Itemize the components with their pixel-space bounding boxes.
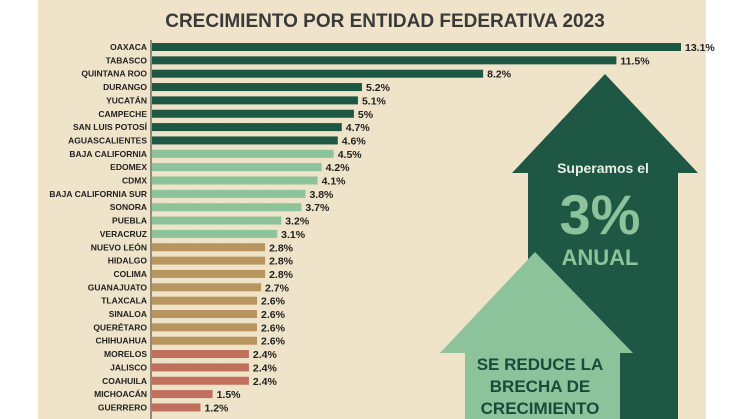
- value-label: 2.6%: [261, 296, 286, 308]
- bar: [152, 256, 266, 265]
- value-label: 2.6%: [261, 322, 286, 334]
- category-label: GUANAJUATO: [88, 282, 148, 292]
- category-label: COAHUILA: [102, 376, 147, 386]
- value-label: 2.6%: [261, 336, 286, 348]
- category-label: CDMX: [122, 176, 147, 186]
- value-label: 4.1%: [322, 176, 347, 188]
- value-label: 2.8%: [269, 242, 294, 254]
- value-label: 2.4%: [253, 362, 278, 374]
- category-label: SAN LUIS POTOSÍ: [73, 122, 148, 132]
- callout-big-percent: 3%: [560, 183, 641, 246]
- bar: [152, 163, 322, 172]
- bar: [152, 376, 249, 385]
- category-label: NUEVO LEÓN: [91, 241, 147, 252]
- category-label: CAMPECHE: [98, 109, 147, 119]
- value-label: 13.1%: [685, 42, 715, 54]
- bar: [152, 390, 213, 399]
- category-label: CHIHUAHUA: [96, 336, 147, 346]
- bar: [152, 310, 257, 318]
- bar: [152, 69, 484, 78]
- callout-second-line-2: BRECHA DE: [490, 377, 590, 396]
- value-label: 5.1%: [362, 95, 387, 107]
- bar: [152, 403, 201, 412]
- value-label: 4.5%: [338, 149, 363, 161]
- bar: [152, 136, 338, 145]
- category-label: COLIMA: [113, 269, 147, 279]
- category-label: HIDALGO: [108, 256, 148, 266]
- value-label: 3.7%: [305, 202, 330, 214]
- category-label: AGUASCALIENTES: [68, 135, 147, 145]
- bar: [152, 109, 354, 118]
- category-label: MORELOS: [104, 349, 147, 359]
- value-label: 3.8%: [309, 189, 334, 201]
- bar: [152, 323, 257, 332]
- value-label: 3.1%: [281, 229, 306, 241]
- value-label: 2.4%: [253, 349, 278, 361]
- callout-top-line: Superamos el: [557, 160, 649, 176]
- category-label: MICHOACÁN: [94, 389, 147, 399]
- category-label: BAJA CALIFORNIA SUR: [49, 189, 147, 199]
- bar: [152, 123, 342, 132]
- value-label: 2.8%: [269, 256, 294, 268]
- category-label: TLAXCALA: [101, 296, 147, 306]
- bar: [152, 363, 249, 372]
- value-label: 1.2%: [204, 402, 229, 414]
- value-label: 1.5%: [217, 389, 242, 401]
- bar: [152, 229, 278, 238]
- value-label: 8.2%: [487, 69, 512, 81]
- value-label: 4.6%: [342, 135, 367, 147]
- chart-title: CRECIMIENTO POR ENTIDAD FEDERATIVA 2023: [165, 11, 605, 32]
- category-label: QUERÉTARO: [93, 322, 147, 332]
- value-label: 5%: [358, 109, 374, 121]
- category-label: OAXACA: [110, 42, 147, 52]
- value-label: 11.5%: [620, 55, 650, 67]
- bar: [152, 336, 257, 345]
- bars: OAXACA 13.1% TABASCO 11.5% QUINTANA ROO 8.2% D…: [49, 42, 715, 414]
- value-label: 2.4%: [253, 376, 278, 388]
- bar: [152, 149, 334, 158]
- category-label: SONORA: [110, 202, 147, 212]
- bar: [152, 269, 266, 278]
- callout-bottom-line: ANUAL: [562, 245, 639, 270]
- bar: [152, 203, 302, 212]
- category-label: TABASCO: [106, 55, 148, 65]
- bar: [152, 43, 681, 51]
- value-label: 3.2%: [285, 216, 310, 228]
- callout-second-line-3: CRECIMIENTO: [481, 399, 600, 418]
- category-label: EDOMEX: [110, 162, 147, 172]
- value-label: 2.8%: [269, 269, 294, 281]
- bar: [152, 83, 362, 92]
- bar: [152, 189, 306, 198]
- bar: [152, 216, 282, 225]
- category-label: YUCATÁN: [106, 95, 147, 105]
- bar: [152, 176, 318, 185]
- category-label: DURANGO: [103, 82, 147, 92]
- value-label: 5.2%: [366, 82, 391, 94]
- category-label: SINALOA: [109, 309, 147, 319]
- value-label: 2.6%: [261, 309, 286, 321]
- value-label: 4.2%: [326, 162, 351, 174]
- category-label: JALISCO: [110, 362, 147, 372]
- bar: [152, 296, 257, 305]
- category-label: BAJA CALIFORNIA: [69, 149, 147, 159]
- value-label: 4.7%: [346, 122, 371, 134]
- category-label: QUINTANA ROO: [81, 69, 147, 79]
- bar: [152, 243, 266, 252]
- value-label: 2.7%: [265, 282, 290, 294]
- bar: [152, 350, 249, 359]
- bar: [152, 56, 617, 65]
- bar: [152, 96, 358, 105]
- callout-second-line-1: SE REDUCE LA: [477, 355, 604, 374]
- category-label: GUERRERO: [98, 402, 148, 412]
- light-up-arrow: [440, 252, 633, 419]
- bar: [152, 283, 262, 292]
- category-label: VERACRUZ: [100, 229, 147, 239]
- category-label: PUEBLA: [112, 216, 147, 226]
